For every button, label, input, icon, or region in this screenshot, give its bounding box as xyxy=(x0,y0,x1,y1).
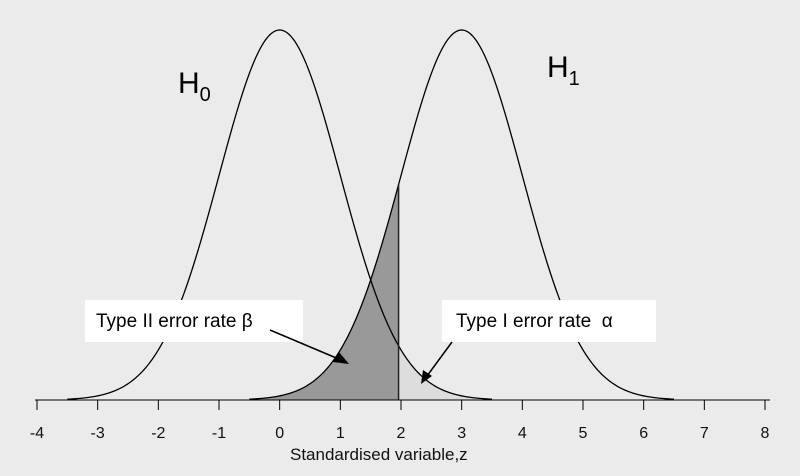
x-tick-label: 7 xyxy=(700,425,709,442)
type-ii-arrow-head xyxy=(333,352,349,364)
type-ii-callout: Type II error rate β xyxy=(85,300,349,364)
h1-label: H1 xyxy=(547,51,580,90)
type-ii-arrow xyxy=(269,329,342,361)
h1-curve xyxy=(249,29,675,400)
type-i-arrow-head xyxy=(421,370,432,384)
x-tick-label: 5 xyxy=(579,425,588,442)
x-tick-label: 4 xyxy=(518,425,527,442)
x-tick-label: 1 xyxy=(336,425,345,442)
type-ii-error-region xyxy=(249,184,399,400)
x-tick-label: 2 xyxy=(397,425,406,442)
x-tick-label: 8 xyxy=(761,425,770,442)
type-ii-callout-box xyxy=(85,300,303,342)
x-tick-label: -3 xyxy=(91,425,105,442)
h0-curve xyxy=(67,29,493,400)
type-i-arrow xyxy=(426,341,453,377)
x-tick-label: -1 xyxy=(212,425,226,442)
x-tick-label: 6 xyxy=(639,425,648,442)
h0-label: H0 xyxy=(178,67,211,106)
x-tick-label: -2 xyxy=(151,425,165,442)
type-i-callout: Type I error rate α xyxy=(421,300,656,384)
type-i-callout-box xyxy=(442,300,656,342)
type-i-callout-text: Type I error rate α xyxy=(456,311,613,332)
x-tick-label: -4 xyxy=(30,425,44,442)
x-tick-label: 3 xyxy=(457,425,466,442)
x-axis-ticks: -4 -3 -2 -1 0 1 2 3 4 5 6 7 8 xyxy=(30,400,770,442)
x-axis-title: Standardised variable,z xyxy=(290,445,468,464)
x-tick-label: 0 xyxy=(275,425,284,442)
type-i-error-region xyxy=(398,345,492,400)
type-ii-callout-text: Type II error rate β xyxy=(96,311,253,332)
